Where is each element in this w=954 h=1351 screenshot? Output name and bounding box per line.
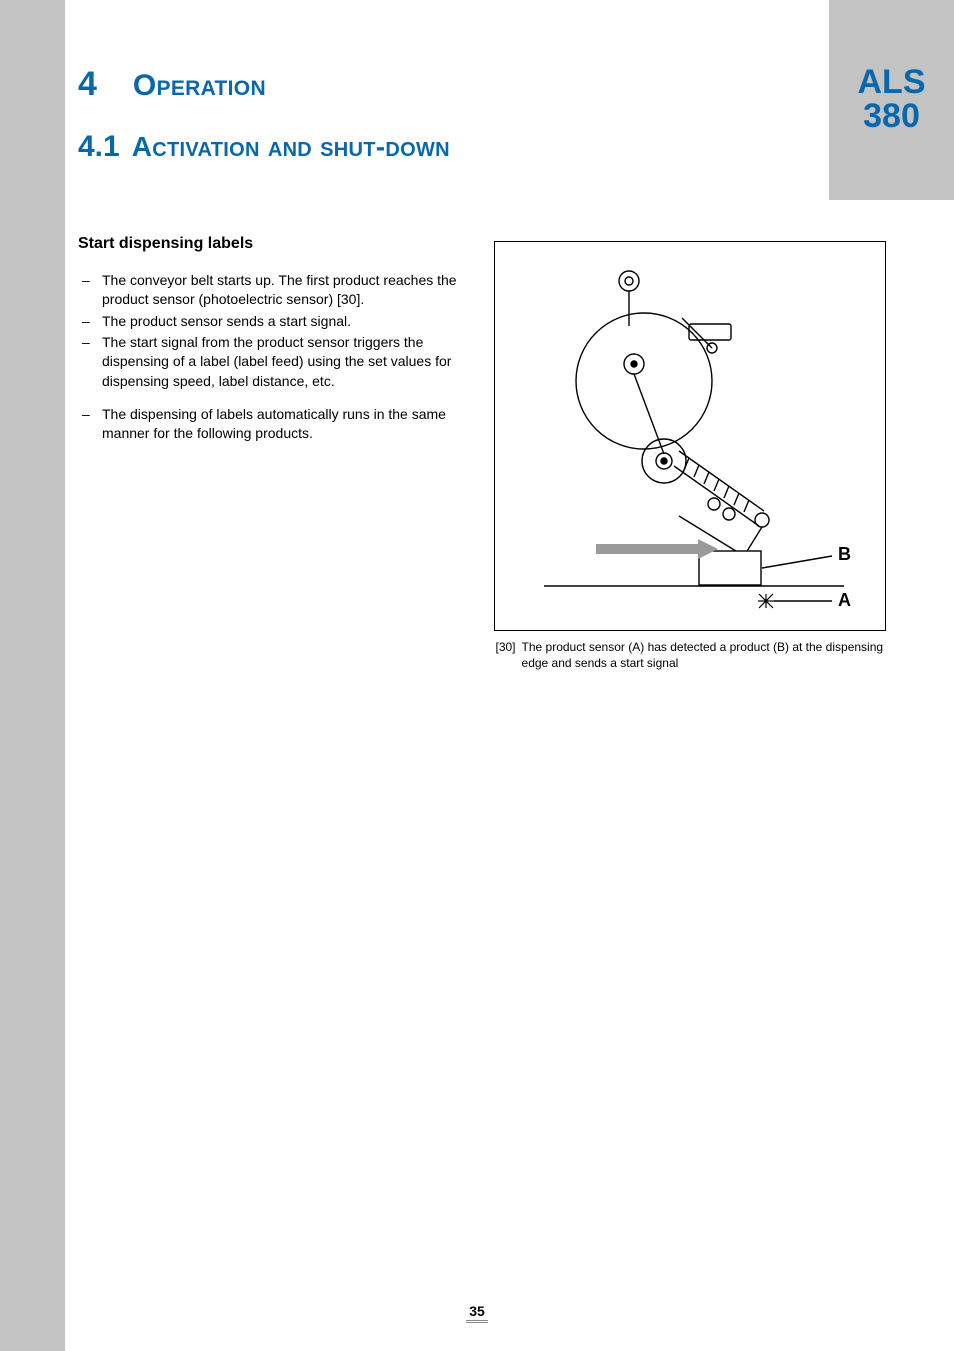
bullet-list-2: The dispensing of labels automatically r…	[78, 405, 466, 444]
section-title: Activation and shut-down	[132, 131, 450, 163]
model-number: 380	[863, 99, 920, 133]
figure-caption: [30] The product sensor (A) has detected…	[494, 639, 889, 671]
figure-caption-text: The product sensor (A) has detected a pr…	[522, 639, 888, 671]
chapter-header: 4 Operation 4.1 Activation and shut-down	[78, 65, 818, 164]
brand-name: ALS	[858, 65, 926, 99]
left-grey-sidebar	[0, 0, 65, 1351]
chapter-number: 4	[78, 65, 97, 104]
page-number: 35	[0, 1303, 954, 1323]
list-item: The start signal from the product sensor…	[78, 333, 466, 391]
list-item: The dispensing of labels automatically r…	[78, 405, 466, 444]
list-item: The conveyor belt starts up. The first p…	[78, 271, 466, 310]
text-column: Start dispensing labels The conveyor bel…	[78, 235, 466, 671]
chapter-title: Operation	[133, 69, 266, 103]
figure-label-b: B	[838, 544, 851, 564]
bullet-list-1: The conveyor belt starts up. The first p…	[78, 271, 466, 391]
dispenser-diagram: B A	[514, 256, 866, 616]
figure-caption-ref: [30]	[496, 639, 516, 671]
list-item: The product sensor sends a start signal.	[78, 312, 466, 331]
figure-30: B A	[494, 241, 886, 631]
section-number: 4.1	[78, 130, 120, 164]
figure-column: B A [30] The product sensor (A) has dete…	[494, 235, 889, 671]
model-badge: ALS 380	[829, 0, 954, 200]
figure-label-a: A	[838, 590, 851, 610]
subheading: Start dispensing labels	[78, 235, 466, 253]
